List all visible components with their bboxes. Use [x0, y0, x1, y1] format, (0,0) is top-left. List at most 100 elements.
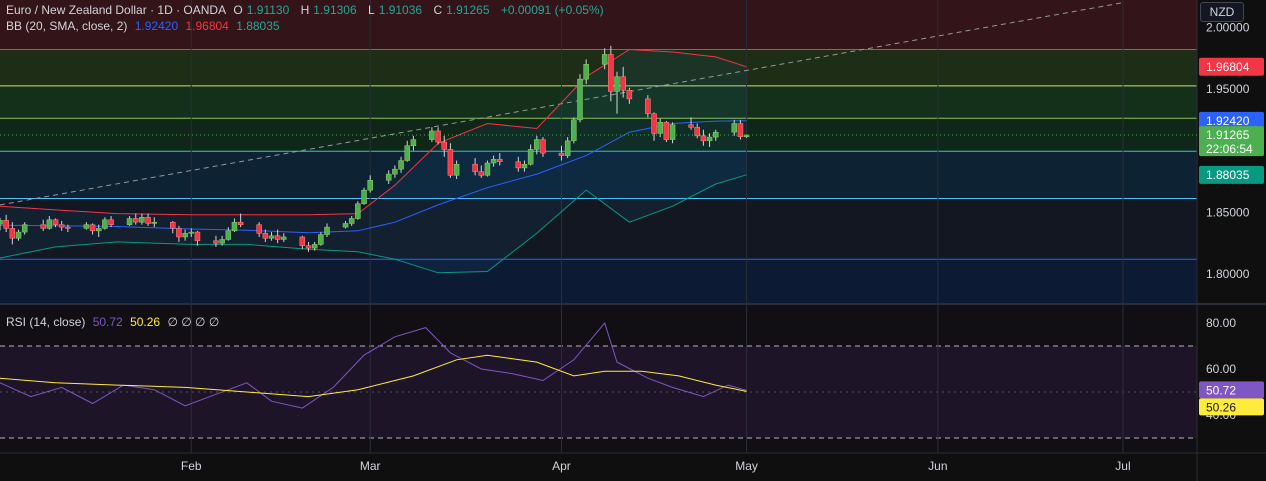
candle-body [46, 219, 53, 229]
candle-body [620, 76, 626, 91]
price-zone-band [0, 0, 1197, 50]
candle-body [355, 203, 361, 219]
low-value: L 1.91036 [368, 3, 423, 17]
candle-body [453, 163, 460, 176]
time-tick-label: Mar [360, 459, 381, 473]
time-tick-label: Apr [552, 459, 571, 473]
candle-body [577, 78, 583, 121]
candle-body [706, 136, 713, 142]
candle-body [385, 173, 392, 181]
candle-body [564, 140, 571, 156]
candle-body [534, 139, 540, 150]
candle-body [669, 124, 676, 140]
lower-badge-bg [1199, 165, 1264, 184]
candle-body [145, 217, 151, 224]
candle-body [367, 180, 373, 191]
candle-body [478, 171, 485, 176]
candle-body [626, 89, 633, 100]
upper-badge-bg [1199, 57, 1264, 76]
price-zone-band [0, 85, 1197, 119]
change-value: +0.00091 (+0.05%) [500, 3, 604, 17]
price-tick-label: 1.80000 [1206, 267, 1250, 281]
rsi-value: 50.72 [92, 315, 123, 329]
price-tick-label: 2.00000 [1206, 20, 1250, 34]
rsi-title: RSI (14, close) [6, 315, 86, 329]
countdown-label: 22:06:54 [1206, 142, 1253, 156]
candle-body [3, 220, 9, 229]
rsi-ma-line [0, 354, 747, 398]
candle-body [256, 224, 262, 234]
basis-badge-bg [1199, 111, 1264, 130]
rsi-line [0, 321, 747, 409]
candle-body [515, 161, 522, 169]
close-value: C 1.91265 [433, 3, 490, 17]
candle-body [410, 139, 417, 146]
candle-body [324, 226, 330, 235]
candle-body [712, 131, 719, 138]
currency-button[interactable]: NZD [1200, 2, 1244, 22]
candle-body [268, 235, 275, 239]
candle-body [645, 98, 651, 114]
candle-body [447, 149, 454, 176]
basis-badge-label: 1.92420 [1206, 114, 1250, 128]
candle-body [361, 189, 367, 204]
candle-body [21, 224, 28, 233]
bb-fill [0, 49, 747, 273]
candle-body [731, 123, 737, 133]
candle-body [182, 233, 188, 238]
candle-body [497, 159, 503, 163]
candle-body [225, 230, 232, 240]
candle-body [737, 123, 744, 137]
price-tick-label: 1.85000 [1206, 205, 1250, 219]
candle-body [102, 219, 108, 229]
candle-body [521, 163, 528, 169]
candle-body [688, 124, 694, 128]
bb-lower-value: 1.88035 [236, 19, 280, 33]
candle-body [170, 221, 176, 229]
open-value: O 1.91130 [233, 3, 290, 17]
time-tick-label: Jul [1115, 459, 1130, 473]
candle-body [219, 239, 225, 244]
candle-body [188, 231, 195, 234]
price-tick-label: 1.95000 [1206, 82, 1250, 96]
candle-body [694, 126, 700, 137]
lower-badge-label: 1.88035 [1206, 168, 1250, 182]
price-zone-band [0, 259, 1197, 303]
bb-legend[interactable]: BB (20, SMA, close, 2) 1.92420 1.96804 1… [6, 19, 284, 33]
rsi-legend[interactable]: RSI (14, close) 50.72 50.26 ∅ ∅ ∅ ∅ [6, 315, 223, 329]
candle-body [472, 163, 478, 172]
candle-body [540, 139, 546, 154]
candle-body [663, 122, 670, 140]
candle-body [398, 160, 404, 170]
rsi-badge-label: 50.72 [1206, 383, 1236, 397]
high-value: H 1.91306 [300, 3, 357, 17]
candle-body [9, 228, 16, 239]
candle-body [89, 224, 96, 232]
rsi-ma-badge-bg [1199, 398, 1264, 416]
rsi-band-fill [0, 346, 1197, 438]
candle-body [311, 244, 318, 249]
candle-body [484, 162, 491, 176]
symbol-legend: Euro / New Zealand Dollar · 1D · OANDA O… [6, 3, 608, 17]
price-zone-band [0, 118, 1197, 152]
candle-body [392, 168, 398, 175]
rsi-ma-value: 50.26 [130, 315, 161, 329]
rsi-badge-bg [1199, 381, 1264, 399]
time-tick-label: May [735, 459, 758, 473]
candle-body [213, 240, 219, 244]
candle-body [583, 64, 589, 80]
rsi-extra-values: ∅ ∅ ∅ ∅ [167, 315, 220, 329]
candle-body [262, 233, 269, 239]
candle-body [231, 221, 238, 232]
candle-body [194, 231, 201, 241]
candle-body [651, 113, 657, 134]
bb-basis-line [0, 120, 747, 234]
candle-body [614, 76, 620, 92]
bb-lower-line [0, 174, 747, 274]
candle-body [176, 228, 182, 238]
candle-body [15, 231, 22, 239]
candle-body [40, 224, 46, 229]
candle-body [527, 149, 534, 165]
candle-body [83, 224, 90, 229]
